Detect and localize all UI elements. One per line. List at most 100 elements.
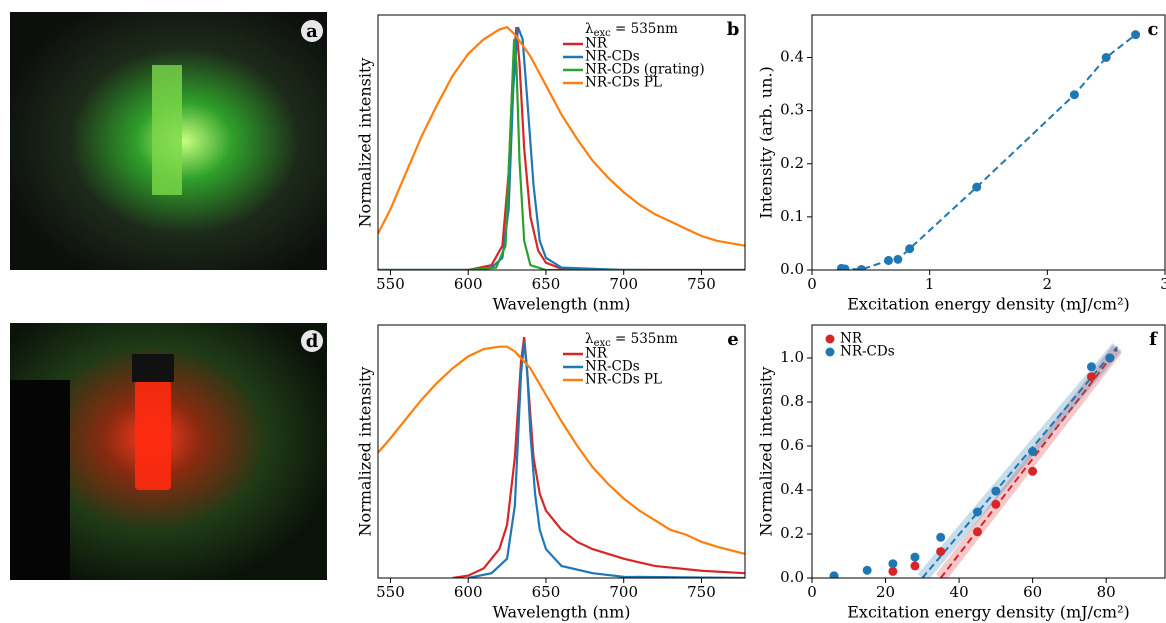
panel-label: a (306, 21, 318, 42)
legend-label: NR (585, 36, 608, 52)
data-point (910, 561, 920, 571)
y-tick-label: 0.6 (780, 436, 804, 454)
legend-label: NR (840, 331, 863, 347)
x-tick-label: 600 (454, 275, 483, 293)
x-tick-label: 650 (532, 275, 561, 293)
fit-line (921, 346, 1118, 578)
x-tick-label: 1 (925, 275, 935, 293)
legend-marker (825, 334, 835, 344)
data-point (972, 527, 982, 537)
x-axis-label: Excitation energy density (mJ/cm²) (847, 603, 1129, 622)
y-tick-label: 0.0 (780, 260, 804, 278)
x-axis-label: Wavelength (nm) (492, 603, 630, 622)
data-point (972, 182, 982, 192)
axes-frame (811, 14, 1166, 271)
x-tick-label: 20 (876, 583, 895, 601)
data-point (1101, 53, 1111, 62)
data-point (888, 559, 898, 569)
panel-label: e (727, 329, 738, 350)
y-tick-label: 1.0 (780, 348, 804, 366)
legend-label: NR (585, 346, 608, 362)
series-line (467, 341, 745, 578)
fit-line (939, 348, 1118, 578)
data-point (1105, 353, 1115, 363)
x-tick-label: 60 (1023, 583, 1042, 601)
y-tick-label: 0.2 (780, 524, 804, 542)
series-line (452, 336, 745, 578)
data-point (1131, 30, 1141, 40)
data-point (888, 566, 898, 576)
axes-frame (811, 324, 1166, 579)
x-tick-label: 700 (609, 275, 638, 293)
plot-area (378, 25, 745, 270)
data-point (910, 552, 920, 562)
x-tick-label: 3 (1160, 275, 1166, 293)
x-tick-label: 0 (807, 275, 817, 293)
x-tick-label: 650 (532, 583, 561, 601)
data-point (1028, 447, 1038, 456)
y-axis-label: Normalized intensity (356, 58, 375, 228)
series-line (378, 26, 745, 270)
plot-area (829, 343, 1122, 578)
x-tick-label: 0 (807, 583, 817, 601)
legend-label: NR-CDs (grating) (585, 62, 705, 78)
x-tick-label: 40 (950, 583, 969, 601)
photo-d: d (10, 323, 327, 580)
legend-title-symbol: λ (585, 331, 594, 347)
axes-frame (377, 324, 746, 579)
data-point (972, 507, 982, 517)
panel-label: b (727, 19, 740, 40)
legend-title-text: = 535nm (611, 21, 678, 37)
data-point (1086, 372, 1096, 382)
panel-label: d (306, 331, 319, 352)
y-tick-label: 0.2 (780, 154, 804, 172)
y-tick-label: 0.4 (780, 48, 804, 66)
x-tick-label: 550 (376, 583, 405, 601)
data-point (905, 244, 915, 254)
legend-title-text: = 535nm (611, 331, 678, 347)
series-line (378, 27, 745, 270)
legend-title-symbol: λ (585, 21, 594, 37)
x-tick-label: 750 (687, 275, 716, 293)
y-tick-label: 0.3 (780, 101, 804, 119)
data-point (883, 255, 893, 265)
series-line (378, 345, 745, 555)
data-point (856, 264, 866, 270)
legend-title: λexc = 535nm (585, 331, 678, 349)
x-tick-label: 80 (1097, 583, 1116, 601)
panel-label: c (1148, 19, 1159, 40)
legend-label: NR-CDs PL (585, 372, 662, 388)
x-tick-label: 2 (1043, 275, 1053, 293)
series-line (378, 25, 745, 247)
data-point (1069, 90, 1079, 100)
legend-marker (825, 347, 835, 357)
data-point (829, 571, 839, 578)
y-axis-label: Normalized intensity (757, 367, 776, 537)
x-tick-label: 700 (609, 583, 638, 601)
data-point (1086, 362, 1096, 372)
legend-label: NR-CDs (840, 344, 895, 360)
legend-label: NR-CDs (585, 49, 640, 65)
panel-label: f (1149, 329, 1158, 350)
data-point (862, 565, 872, 575)
plot-area (836, 30, 1141, 270)
legend-title-sub: exc (594, 28, 612, 39)
y-axis-label: Intensity (arb. un.) (757, 66, 776, 219)
x-axis-label: Wavelength (nm) (492, 295, 630, 314)
photo-a: a (10, 12, 327, 270)
y-axis-label: Normalized intensity (356, 367, 375, 537)
series-line (378, 39, 648, 270)
data-point (840, 264, 850, 270)
x-axis-label: Excitation energy density (mJ/cm²) (847, 295, 1129, 314)
data-point (991, 499, 1001, 509)
y-tick-label: 0.4 (780, 480, 804, 498)
y-tick-label: 0.1 (780, 207, 804, 225)
x-tick-label: 750 (687, 583, 716, 601)
data-point (991, 486, 1001, 496)
legend-label: NR-CDs (585, 359, 640, 375)
x-tick-label: 550 (376, 275, 405, 293)
plot-area (378, 336, 745, 578)
data-point (936, 547, 946, 557)
x-tick-label: 600 (454, 583, 483, 601)
